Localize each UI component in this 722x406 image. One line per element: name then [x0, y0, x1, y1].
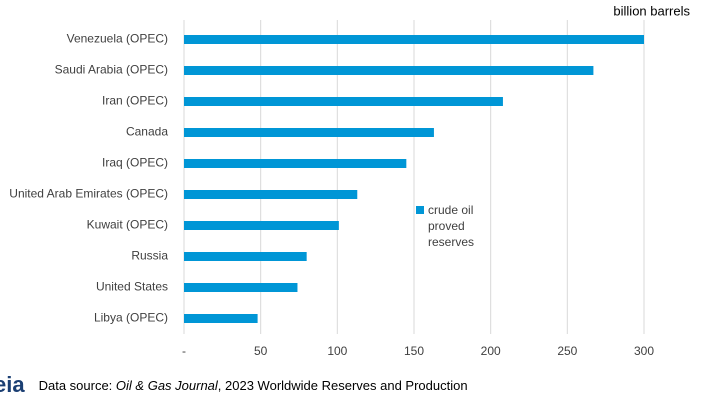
- y-tick-label: Canada: [126, 125, 168, 139]
- x-tick-label: 150: [404, 344, 424, 358]
- y-tick-label: Libya (OPEC): [94, 311, 168, 325]
- source-publication: Oil & Gas Journal: [115, 377, 218, 393]
- x-tick-label: 50: [254, 344, 268, 358]
- unit-label: billion barrels: [613, 3, 690, 18]
- y-tick-label: Kuwait (OPEC): [87, 218, 168, 232]
- y-tick-label: United Arab Emirates (OPEC): [9, 187, 168, 201]
- bar: [184, 97, 503, 106]
- bar: [184, 283, 298, 292]
- x-tick-label: -: [182, 344, 186, 358]
- y-tick-label: Russia: [131, 249, 168, 263]
- chart: billion barrels - 50 100 150 200 250 300 Venezu…: [9, 3, 690, 358]
- y-tick-label: Venezuela (OPEC): [67, 32, 168, 46]
- bar: [184, 314, 258, 323]
- bar: [184, 221, 339, 230]
- bar: [184, 128, 434, 137]
- bar: [184, 252, 307, 261]
- bar: [184, 190, 358, 199]
- y-tick-label: United States: [96, 280, 168, 294]
- y-tick-label: Iran (OPEC): [102, 94, 168, 108]
- legend: crude oil proved reserves: [416, 202, 496, 250]
- y-tick-label: Saudi Arabia (OPEC): [55, 63, 168, 77]
- bar: [184, 66, 594, 75]
- x-tick-label: 200: [481, 344, 501, 358]
- footer: eia Data source: Oil & Gas Journal, 2023…: [0, 372, 468, 398]
- legend-label: crude oil proved reserves: [428, 203, 475, 249]
- bar: [184, 159, 407, 168]
- bar: [184, 35, 644, 44]
- legend-swatch: [416, 206, 424, 214]
- y-tick-label: Iraq (OPEC): [102, 156, 168, 170]
- x-tick-label: 300: [634, 344, 654, 358]
- source-prefix: Data source:: [38, 377, 116, 393]
- logo: eia: [0, 372, 25, 397]
- source-suffix: , 2023 Worldwide Reserves and Production: [217, 377, 468, 393]
- x-tick-label: 250: [557, 344, 577, 358]
- x-tick-label: 100: [327, 344, 347, 358]
